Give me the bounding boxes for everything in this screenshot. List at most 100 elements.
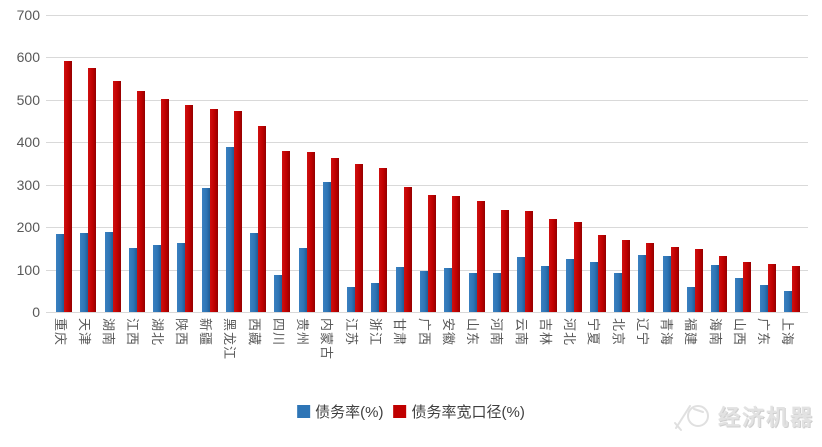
bar-债务率宽口径(%)-宁夏 [597,235,606,312]
x-axis-label-湖南: 湖南 [101,318,117,347]
x-axis-label-北京: 北京 [610,318,626,347]
bar-债务率(%)-甘肃 [395,267,404,312]
gridline [46,184,808,186]
bar-债务率宽口径(%)-山西 [743,262,752,312]
x-axis-label-宁夏: 宁夏 [586,318,602,347]
bar-债务率(%)-宁夏 [589,262,598,312]
bar-债务率宽口径(%)-河南 [500,210,509,312]
x-axis-label-贵州: 贵州 [295,318,311,347]
y-axis-tick-label: 300 [16,176,40,193]
x-axis-label-新疆: 新疆 [198,318,214,347]
watermark-text: 经济机器 [717,405,814,430]
bar-债务率宽口径(%)-西藏 [258,126,267,312]
bar-债务率(%)-江西 [128,247,137,312]
bar-债务率(%)-福建 [686,287,695,312]
bar-债务率宽口径(%)-贵州 [306,152,315,312]
x-axis-label-湖北: 湖北 [149,318,165,347]
x-axis-label-山东: 山东 [465,318,481,347]
gridline [46,227,808,229]
x-axis-label-浙江: 浙江 [367,318,383,347]
bar-债务率(%)-山东 [468,273,477,312]
bar-债务率(%)-上海 [783,290,792,312]
bar-债务率宽口径(%)-安徽 [452,196,461,312]
bar-债务率(%)-江苏 [347,286,356,312]
bar-债务率宽口径(%)-甘肃 [403,186,412,312]
bar-债务率宽口径(%)-天津 [88,68,97,312]
y-axis-tick-label: 600 [16,49,40,66]
bar-债务率宽口径(%)-新疆 [209,109,218,312]
x-axis-line [46,312,808,313]
y-axis-tick-label: 400 [16,134,40,151]
x-axis-label-西藏: 西藏 [246,318,262,347]
chart-legend: 债务率(%) 债务率宽口径(%) [297,401,525,422]
x-axis-label-河南: 河南 [489,318,505,347]
bar-债务率宽口径(%)-河北 [573,222,582,312]
bar-债务率宽口径(%)-广东 [767,264,776,312]
x-axis-label-陕西: 陕西 [173,318,189,347]
bar-债务率宽口径(%)-吉林 [549,218,558,312]
bar-债务率(%)-四川 [274,274,283,312]
legend-item-debt-ratio: 债务率(%) [297,401,383,422]
x-axis-label-山西: 山西 [731,318,747,347]
bar-债务率宽口径(%)-内蒙古 [330,158,339,312]
economic-machine-watermark: 经济机器 [672,397,814,435]
x-axis-label-四川: 四川 [270,318,286,347]
x-axis-label-黑龙江: 黑龙江 [222,318,238,361]
bar-债务率宽口径(%)-黑龙江 [233,111,242,312]
bar-债务率(%)-北京 [614,272,623,312]
bar-债务率宽口径(%)-福建 [694,248,703,312]
bar-债务率(%)-河南 [492,272,501,312]
legend-swatch-red [393,405,407,418]
y-axis-tick-label: 200 [16,219,40,236]
bar-债务率(%)-安徽 [444,267,453,312]
bar-债务率(%)-湖南 [104,231,113,312]
bar-债务率宽口径(%)-辽宁 [646,242,655,312]
bar-债务率(%)-重庆 [56,234,65,312]
bar-债务率(%)-内蒙古 [322,182,331,312]
bar-债务率宽口径(%)-湖南 [112,80,121,312]
y-axis-tick-label: 0 [32,304,40,320]
y-axis-tick-label: 500 [16,91,40,108]
bar-债务率(%)-新疆 [201,187,210,312]
x-axis-label-江苏: 江苏 [343,318,359,347]
x-axis-label-福建: 福建 [683,318,699,347]
legend-swatch-blue [297,405,311,418]
bar-债务率宽口径(%)-北京 [622,239,631,312]
bar-债务率(%)-广西 [420,270,428,312]
bar-债务率宽口径(%)-青海 [670,246,679,312]
gridline [46,99,808,101]
bar-债务率(%)-天津 [80,233,89,312]
bar-债务率宽口径(%)-浙江 [379,167,388,312]
gridline [46,142,808,144]
x-axis-label-海南: 海南 [707,318,723,347]
bar-债务率宽口径(%)-云南 [525,210,534,312]
x-axis-label-重庆: 重庆 [52,318,68,347]
bar-债务率(%)-黑龙江 [225,146,234,312]
bar-债务率宽口径(%)-江苏 [355,163,364,312]
bar-债务率(%)-青海 [662,255,671,312]
bar-债务率(%)-山西 [735,277,744,312]
x-axis-label-云南: 云南 [513,318,529,347]
gridline [46,57,808,59]
bar-债务率(%)-吉林 [541,265,550,312]
legend-label: 债务率(%) [315,404,384,421]
x-axis-label-吉林: 吉林 [537,318,553,347]
bar-债务率宽口径(%)-陕西 [185,104,194,312]
bar-债务率宽口径(%)-广西 [428,194,436,312]
bar-债务率宽口径(%)-湖北 [161,98,170,312]
bar-债务率宽口径(%)-海南 [719,255,728,312]
bar-债务率(%)-西藏 [250,232,259,312]
bar-债务率(%)-云南 [517,256,526,312]
bar-债务率(%)-广东 [759,284,768,312]
bar-债务率(%)-贵州 [298,247,307,312]
bar-债务率宽口径(%)-山东 [476,201,485,312]
bar-债务率(%)-河北 [565,258,574,312]
bar-债务率(%)-海南 [711,265,720,312]
legend-item-debt-ratio-wide: 债务率宽口径(%) [393,401,525,422]
gridline [46,15,808,16]
bar-债务率(%)-辽宁 [638,254,647,312]
bar-债务率宽口径(%)-江西 [136,90,145,312]
x-axis-label-青海: 青海 [659,318,675,347]
x-axis-label-上海: 上海 [780,318,796,347]
